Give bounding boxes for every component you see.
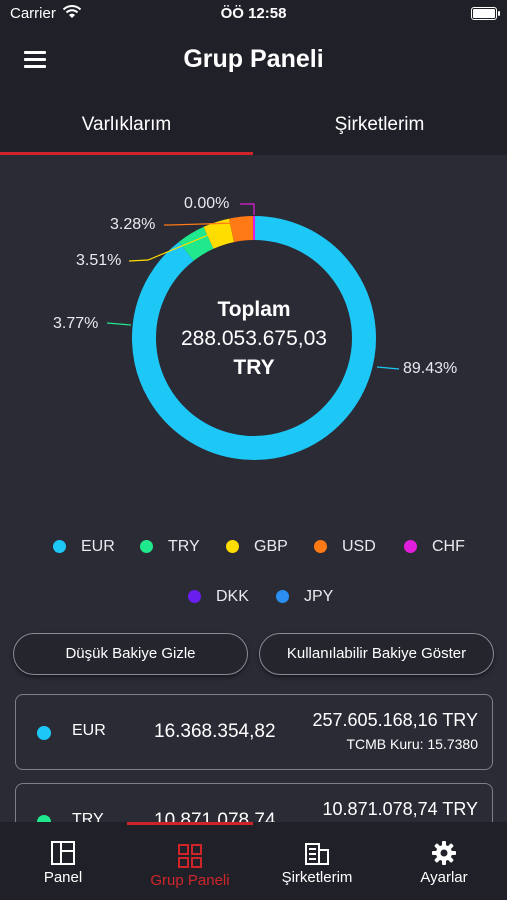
legend-dot [140, 540, 153, 553]
currency-code: EUR [72, 722, 106, 739]
slice-label-try: 3.77% [53, 315, 99, 332]
nav-settings[interactable]: Ayarlar [381, 822, 507, 900]
hide-low-balance-button[interactable]: Düşük Bakiye Gizle [13, 633, 248, 675]
bottom-navigation: Panel Grup Paneli Şirketlerim [0, 822, 507, 900]
panel-icon [51, 841, 75, 865]
currency-amount: 16.368.354,82 [154, 721, 276, 742]
nav-panel[interactable]: Panel [0, 822, 126, 900]
group-panel-icon [178, 844, 202, 868]
nav-group-panel[interactable]: Grup Paneli [127, 822, 253, 900]
donut-slice-eur [132, 216, 376, 460]
asset-donut-chart: Toplam 288.053.675,03 TRY 0.00% 3.28% 3.… [0, 155, 507, 515]
company-icon [305, 843, 329, 865]
nav-label: Şirketlerim [281, 869, 353, 886]
wifi-icon [62, 5, 82, 18]
tab-sirketlerim[interactable]: Şirketlerim [334, 114, 425, 135]
leader-line [106, 322, 132, 326]
legend-label: DKK [216, 588, 249, 605]
leader-line [240, 203, 255, 215]
donut-slice-try [178, 226, 214, 261]
donut-slice-usd [229, 216, 255, 243]
status-bar: Carrier ÖÖ 12:58 [0, 0, 507, 28]
slice-label-gbp: 3.51% [76, 252, 122, 269]
donut-slice-gbp [203, 218, 235, 249]
slice-label-chf: 0.00% [184, 195, 230, 212]
page-title: Grup Paneli [183, 45, 324, 73]
legend-label: CHF [432, 538, 465, 555]
show-available-balance-button[interactable]: Kullanılabilir Bakiye Göster [259, 633, 494, 675]
legend-label: EUR [81, 538, 115, 555]
legend-dot [53, 540, 66, 553]
currency-dot [37, 726, 51, 740]
gear-icon [432, 841, 456, 865]
legend-dot [226, 540, 239, 553]
try-equivalent: 257.605.168,16 TRY [312, 710, 478, 730]
tab-bar: Varlıklarım Şirketlerim [0, 93, 507, 155]
nav-label: Panel [43, 869, 83, 886]
chart-legend: EUR TRY GBP USD CHF DKK JPY [0, 537, 507, 617]
balance-card-eur[interactable]: EUR 16.368.354,82 257.605.168,16 TRY TCM… [15, 694, 493, 770]
nav-companies[interactable]: Şirketlerim [254, 822, 380, 900]
donut-chart-svg [106, 203, 400, 460]
legend-dot [188, 590, 201, 603]
status-time: ÖÖ 12:58 [220, 5, 287, 22]
legend-label: TRY [168, 538, 200, 555]
total-currency: TRY [233, 356, 275, 379]
legend-label: JPY [304, 588, 334, 605]
leader-line [164, 222, 236, 226]
nav-label: Ayarlar [420, 869, 468, 886]
carrier-label: Carrier [10, 5, 56, 22]
hamburger-menu-icon[interactable] [24, 51, 46, 69]
slice-label-usd: 3.28% [110, 216, 156, 233]
try-equivalent: 10.871.078,74 TRY [322, 799, 478, 819]
leader-line [128, 230, 219, 262]
leader-line [376, 366, 400, 370]
legend-dot [404, 540, 417, 553]
total-title: Toplam [217, 298, 291, 321]
battery-icon [471, 7, 500, 20]
total-value: 288.053.675,03 [181, 327, 327, 350]
legend-label: GBP [254, 538, 288, 555]
nav-label: Grup Paneli [150, 872, 230, 889]
exchange-rate: TCMB Kuru: 15.7380 [346, 736, 478, 752]
tab-varliklarim[interactable]: Varlıklarım [0, 93, 253, 155]
legend-dot [314, 540, 327, 553]
legend-label: USD [342, 538, 376, 555]
legend-dot [276, 590, 289, 603]
app-header: Grup Paneli [0, 28, 507, 93]
slice-label-eur: 89.43% [403, 360, 458, 377]
